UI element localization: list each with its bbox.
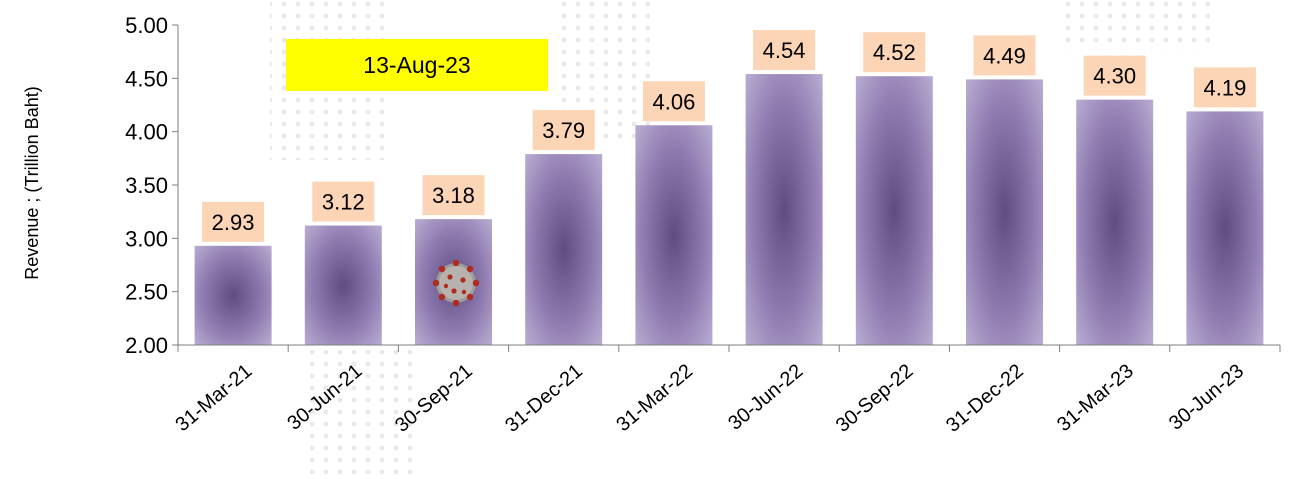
bar-31-dec-21 <box>525 154 603 345</box>
data-label-box <box>1193 67 1256 108</box>
bar-30-jun-21 <box>304 225 382 345</box>
virus-icon <box>432 259 480 307</box>
data-label-box <box>642 81 705 122</box>
data-label: 4.19 <box>1203 75 1246 100</box>
x-tick-label: 31-Dec-22 <box>942 360 1028 437</box>
bar-31-mar-21 <box>194 245 272 345</box>
y-tick-label: 3.00 <box>125 226 168 251</box>
x-tick-label: 30-Jun-22 <box>724 360 807 435</box>
date-annotation-text: 13-Aug-23 <box>363 52 470 78</box>
data-label-box <box>973 35 1036 76</box>
y-ticks-group: 2.00 2.50 3.00 3.50 4.00 4.50 5.00 <box>125 13 178 358</box>
x-tick-label: 31-Mar-23 <box>1053 360 1138 436</box>
data-label: 3.79 <box>542 118 585 143</box>
data-label: 4.06 <box>652 89 695 114</box>
x-tick-label: 31-Dec-21 <box>501 360 587 437</box>
data-label: 3.12 <box>322 190 365 215</box>
y-axis-title: Revenue ; (Trillion Baht) <box>22 86 42 279</box>
data-label-box <box>863 32 926 73</box>
bar-30-jun-22 <box>745 74 823 346</box>
data-label: 3.18 <box>432 183 475 208</box>
y-tick-label: 2.50 <box>125 280 168 305</box>
y-tick-label: 5.00 <box>125 13 168 38</box>
data-label-box <box>532 110 595 151</box>
bar-31-mar-22 <box>635 125 713 346</box>
data-label-box <box>312 181 375 222</box>
bars-group <box>194 74 1264 346</box>
data-label-box <box>753 30 816 71</box>
data-labels-group: 2.93 3.12 3.18 3.79 4.06 4.54 4.52 4.49 4.30 4.19 <box>202 30 1256 242</box>
y-tick-label: 3.50 <box>125 173 168 198</box>
data-label-box <box>1083 55 1146 96</box>
data-label: 2.93 <box>212 210 255 235</box>
bar-30-sep-22 <box>855 76 933 345</box>
data-label-box <box>422 175 485 216</box>
date-annotation: 13-Aug-23 <box>286 39 548 91</box>
x-tick-label: 30-Jun-23 <box>1165 360 1248 435</box>
x-tick-label: 31-Mar-22 <box>612 360 697 436</box>
data-label: 4.30 <box>1093 64 1136 89</box>
y-tick-label: 4.50 <box>125 66 168 91</box>
data-label: 4.49 <box>983 43 1026 68</box>
data-label: 4.54 <box>763 38 806 63</box>
x-tick-label: 30-Sep-22 <box>832 360 918 437</box>
data-label: 4.52 <box>873 40 916 65</box>
bar-30-jun-23 <box>1186 111 1264 346</box>
background-dots <box>270 0 1210 474</box>
y-tick-label: 4.00 <box>125 120 168 145</box>
x-tick-label: 31-Mar-21 <box>171 360 256 436</box>
y-tick-label: 2.00 <box>125 333 168 358</box>
bar-31-mar-23 <box>1076 99 1154 346</box>
bar-31-dec-22 <box>966 79 1043 346</box>
data-label-box <box>202 201 265 242</box>
